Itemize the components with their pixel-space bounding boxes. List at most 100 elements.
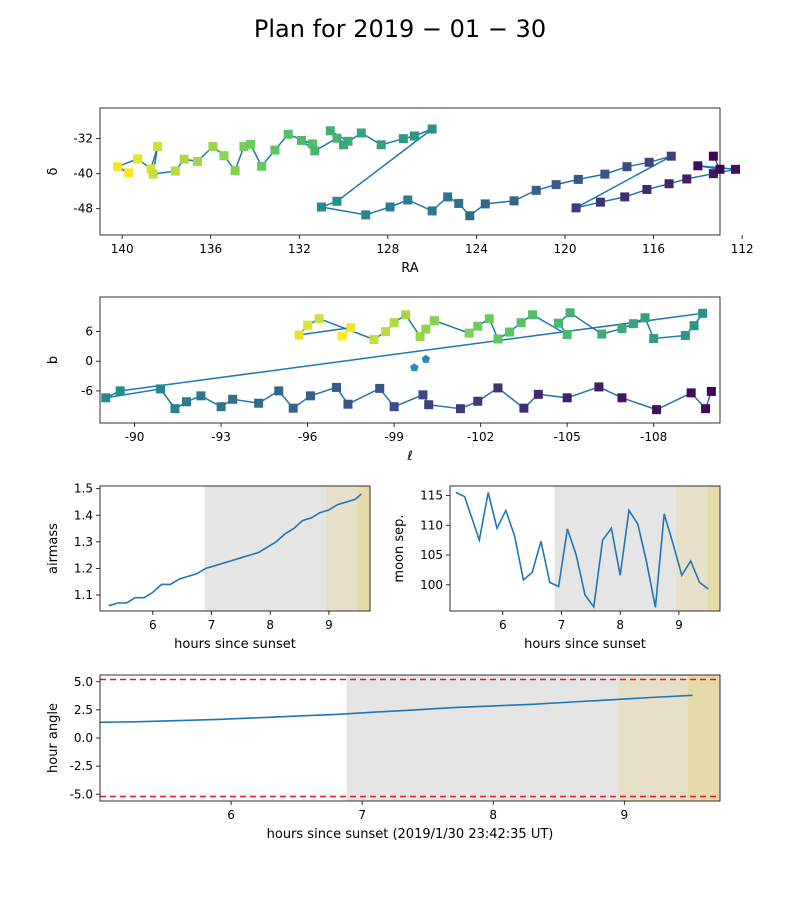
field-marker — [246, 139, 256, 149]
field-marker — [294, 330, 304, 340]
field-marker — [620, 192, 630, 202]
field-marker — [652, 405, 662, 415]
airmass-plot: 6 7 8 9 1.1 1.2 1.3 1.4 1.5 hours since sunset air… — [46, 482, 371, 652]
y-tick-label: 0 — [85, 354, 93, 368]
field-marker — [331, 382, 341, 392]
field-marker — [701, 404, 711, 414]
field-marker — [551, 180, 561, 190]
x-tick-label: 136 — [199, 242, 222, 256]
x-tick-label: 112 — [731, 242, 754, 256]
y-tick-label: -48 — [73, 202, 93, 216]
x-tick-label: 9 — [620, 808, 628, 822]
field-marker — [208, 142, 218, 152]
axes-frame — [99, 107, 721, 236]
field-marker — [708, 169, 718, 179]
figure-title: Plan for 2019 − 01 − 30 — [254, 15, 546, 43]
field-marker — [401, 310, 411, 320]
x-tick-label: 6 — [149, 618, 157, 632]
field-marker — [531, 185, 541, 195]
field-marker — [421, 324, 431, 334]
field-marker — [332, 133, 342, 143]
x-tick-label: 124 — [465, 242, 488, 256]
field-marker — [554, 318, 564, 328]
field-marker — [153, 142, 163, 152]
x-tick-label: -96 — [298, 430, 318, 444]
hour-angle-plot: 6 7 8 9 5.0 2.5 0.0 -2.5 -5.0 hours since sunset … — [46, 674, 721, 842]
y-tick-label: 6 — [85, 325, 93, 339]
y-tick-label: 2.5 — [74, 703, 93, 717]
field-marker — [332, 196, 342, 206]
field-marker — [182, 397, 192, 407]
x-axis-label: hours since sunset (2019/1/30 23:42:35 U… — [267, 827, 554, 842]
field-marker — [516, 318, 526, 328]
y-tick-label: -5.0 — [70, 787, 93, 801]
field-marker — [595, 197, 605, 207]
field-marker — [528, 310, 538, 320]
field-marker — [480, 199, 490, 209]
field-marker — [698, 308, 708, 318]
galactic-plot: -90 -93 -96 -99 -102 -105 -108 6 0 -6 ℓ b — [46, 296, 721, 464]
field-marker — [493, 383, 503, 393]
y-tick-label: 0.0 — [74, 731, 93, 745]
field-marker — [597, 329, 607, 339]
field-marker — [380, 327, 390, 337]
field-marker — [430, 316, 440, 326]
x-tick-label: 7 — [558, 618, 566, 632]
field-marker — [101, 393, 111, 403]
field-marker — [283, 129, 293, 139]
field-marker — [649, 334, 659, 344]
moon-separation-plot: 6 7 8 9 100 105 110 115 hours since sunset moon s… — [392, 485, 721, 652]
field-marker — [424, 400, 434, 410]
field-marker — [509, 196, 519, 206]
x-tick-label: -93 — [211, 430, 231, 444]
field-marker — [288, 403, 298, 413]
field-marker — [571, 203, 581, 213]
field-marker — [306, 391, 316, 401]
x-tick-label: 8 — [616, 618, 624, 632]
field-marker — [385, 202, 395, 212]
field-marker — [113, 162, 123, 172]
field-marker — [339, 140, 349, 150]
field-marker — [356, 128, 366, 138]
field-marker — [239, 142, 249, 152]
x-tick-label: 8 — [489, 808, 497, 822]
field-marker — [682, 174, 692, 184]
field-marker — [473, 321, 483, 331]
field-marker — [115, 386, 125, 396]
y-tick-label: -2.5 — [70, 759, 93, 773]
field-marker — [254, 398, 264, 408]
field-marker — [686, 388, 696, 398]
twilight-shading — [325, 486, 358, 611]
y-axis-label: δ — [46, 167, 61, 175]
field-marker — [274, 386, 284, 396]
field-marker — [148, 169, 158, 179]
field-marker — [455, 404, 465, 414]
field-marker — [230, 166, 240, 176]
field-marker — [403, 195, 413, 205]
field-marker — [473, 396, 483, 406]
x-tick-label: -99 — [384, 430, 404, 444]
field-marker — [375, 383, 385, 393]
twilight-shading — [675, 486, 708, 611]
pentagon-marker — [421, 354, 431, 363]
field-marker — [504, 327, 514, 337]
moon-up-shading — [346, 675, 618, 801]
series-line — [108, 493, 362, 607]
field-marker — [617, 324, 627, 334]
field-marker — [731, 164, 740, 174]
x-tick-label: 120 — [554, 242, 577, 256]
field-marker — [361, 210, 371, 220]
field-marker — [156, 384, 166, 394]
field-marker — [427, 124, 437, 134]
field-marker — [443, 192, 453, 202]
plan-path — [115, 128, 736, 217]
field-marker — [346, 323, 356, 333]
field-marker — [170, 404, 180, 414]
field-marker — [270, 145, 280, 155]
x-tick-label: 140 — [111, 242, 134, 256]
field-marker — [196, 391, 206, 401]
y-tick-label: -32 — [73, 132, 93, 146]
field-marker — [493, 334, 503, 344]
pentagon-marker — [410, 363, 419, 372]
